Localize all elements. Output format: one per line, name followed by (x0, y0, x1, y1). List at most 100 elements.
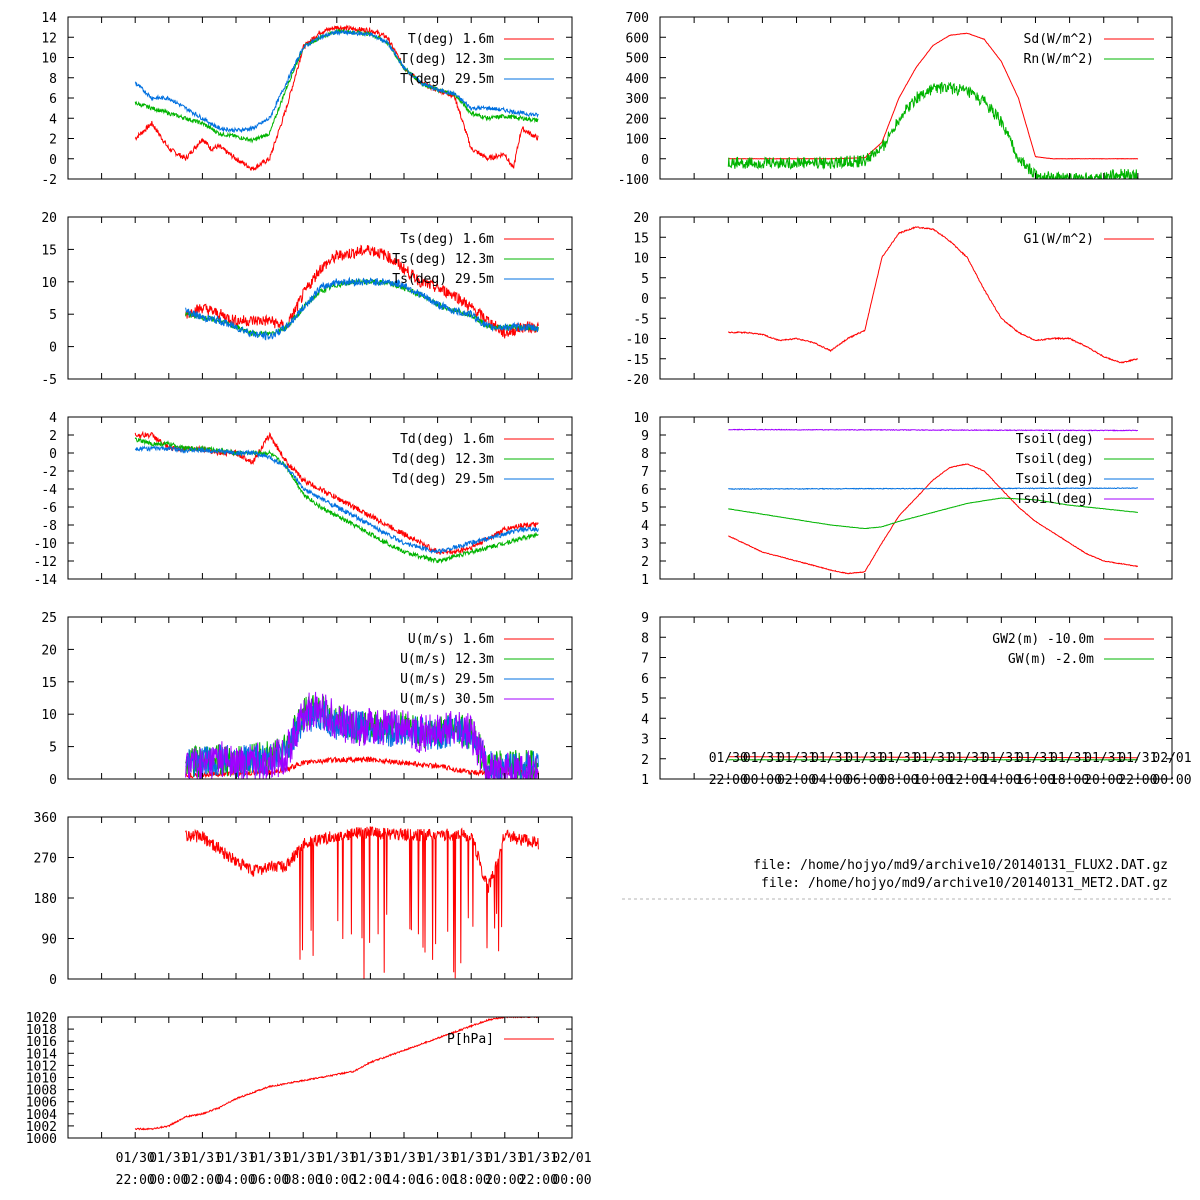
legend-label-0: U(m/s) 1.6m (408, 632, 494, 647)
y-tick-label: 360 (34, 811, 57, 826)
y-tick-label: 2 (49, 429, 57, 444)
series-line-1 (727, 81, 1139, 179)
y-tick-label: 300 (626, 92, 649, 107)
time-label-date: 01/31 (519, 1151, 558, 1166)
time-label-hour: 22:00 (1118, 773, 1157, 788)
time-label-hour: 12:00 (948, 773, 987, 788)
y-tick-label: 0 (49, 973, 57, 988)
time-label-date: 01/31 (351, 1151, 390, 1166)
chart-sd: Sd(W/m^2) Rn(W/m^2) -100 0 100 200 300 400 500 60… (618, 11, 1173, 188)
legend-label-2: T(deg) 29.5m (400, 72, 494, 87)
series-line-0 (728, 756, 1139, 759)
time-label-hour: 14:00 (982, 773, 1021, 788)
y-tick-label: -15 (626, 353, 649, 368)
y-tick-label: 20 (633, 211, 649, 226)
time-label-hour: 16:00 (418, 1173, 457, 1188)
time-label-date: 02/01 (1152, 751, 1191, 766)
time-label-hour: 02:00 (777, 773, 816, 788)
charts-layer: T(deg) 1.6mT(deg) 12.3mT(deg) 29.5m-2024… (26, 11, 1173, 1147)
time-label-date: 01/31 (743, 751, 782, 766)
legend-label-3: Tsoil(deg) (1016, 492, 1094, 507)
y-tick-label: 1012 (26, 1059, 57, 1074)
time-label-hour: 20:00 (485, 1173, 524, 1188)
time-label-hour: 00:00 (149, 1173, 188, 1188)
time-label-date: 01/31 (452, 1151, 491, 1166)
plot-frame (67, 616, 573, 780)
y-tick-label: 7 (641, 652, 649, 667)
y-tick-label: 20 (41, 211, 57, 226)
y-tick-label: 4 (49, 411, 57, 426)
y-tick-label: 1010 (26, 1072, 57, 1087)
y-tick-label: 1020 (26, 1011, 57, 1026)
series-line-0 (728, 32, 1139, 160)
time-label-hour: 02:00 (183, 1173, 222, 1188)
y-tick-label: 0 (641, 292, 649, 307)
y-tick-label: 1014 (26, 1047, 57, 1062)
y-tick-label: 1008 (26, 1084, 57, 1099)
series-line-0 (185, 826, 539, 979)
time-label-date: 01/31 (485, 1151, 524, 1166)
time-label-hour: 06:00 (250, 1173, 289, 1188)
time-label-hour: 00:00 (1152, 773, 1191, 788)
legend-label-0: T(deg) 1.6m (408, 32, 494, 47)
y-tick-label: -8 (41, 519, 57, 534)
y-tick-label: 10 (41, 52, 57, 67)
y-tick-label: 500 (626, 52, 649, 67)
y-tick-label: -5 (633, 312, 649, 327)
time-label-date: 01/31 (1050, 751, 1089, 766)
legend-label-0: G1(W/m^2) (1024, 232, 1094, 247)
legend-label-2: Tsoil(deg) (1016, 472, 1094, 487)
y-tick-label: -6 (41, 501, 57, 516)
series-line-3 (728, 428, 1138, 432)
y-tick-label: -2 (41, 465, 57, 480)
legend-label-0: Td(deg) 1.6m (400, 432, 494, 447)
time-label-hour: 14:00 (384, 1173, 423, 1188)
y-tick-label: 15 (41, 243, 57, 258)
y-tick-label: 1002 (26, 1120, 57, 1135)
series-line-3 (185, 691, 539, 779)
time-label-date: 01/31 (913, 751, 952, 766)
time-label-hour: 16:00 (1016, 773, 1055, 788)
y-tick-label: 1 (641, 773, 649, 788)
series-line-0 (728, 463, 1139, 575)
legend-label-1: Ts(deg) 12.3m (392, 252, 494, 267)
chart-g1: G1(W/m^2) -20 -15 -10 -5 0 5 10 15 20 (626, 211, 1173, 388)
series-line-0 (134, 24, 539, 171)
legend-label-0: Ts(deg) 1.6m (400, 232, 494, 247)
series-line-1 (185, 278, 539, 338)
chart-u: U(m/s) 1.6m U(m/s) 12.3m U(m/s) 29.5m U(m/s… (41, 611, 573, 788)
time-label-hour: 04:00 (811, 773, 850, 788)
y-tick-label: 5 (641, 501, 649, 516)
y-tick-label: 10 (633, 411, 649, 426)
footer: file: /home/hojyo/md9/archive10/20140131… (622, 858, 1172, 900)
y-tick-label: 700 (626, 11, 649, 26)
time-label-date: 01/30 (709, 751, 748, 766)
chart-t: T(deg) 1.6m T(deg) 12.3m T(deg) 29.5m -2 0 2 4… (41, 11, 573, 188)
time-label-hour: 20:00 (1084, 773, 1123, 788)
chart-tsoil: Tsoil(deg) Tsoil(deg) Tsoil(deg) Tsoil(deg)… (633, 411, 1173, 588)
time-label-date: 01/31 (384, 1151, 423, 1166)
time-label-date: 01/31 (216, 1151, 255, 1166)
chart-ts: Ts(deg) 1.6m Ts(deg) 12.3m Ts(deg) 29.5m -5… (41, 211, 573, 388)
y-tick-label: -10 (34, 537, 57, 552)
y-tick-label: 600 (626, 31, 649, 46)
legend-label-1: GW(m) -2.0m (1008, 652, 1094, 667)
series-line-1 (134, 28, 539, 144)
time-label-hour: 06:00 (845, 773, 884, 788)
y-tick-label: 3 (641, 537, 649, 552)
y-tick-label: 10 (41, 276, 57, 291)
legend-label-2: Td(deg) 29.5m (392, 472, 494, 487)
time-label-date: 01/31 (845, 751, 884, 766)
chart-gw: GW2(m) -10.0m GW(m) -2.0m 1 2 3 4 5 6 7 8 9 (641, 611, 1173, 788)
time-axes-layer: 01/30 22:00 01/31 00:00 01/31 02:00 01/31 04:00… (116, 751, 1192, 1188)
legend-label-1: Td(deg) 12.3m (392, 452, 494, 467)
y-tick-label: 6 (641, 483, 649, 498)
y-tick-label: 10 (633, 252, 649, 267)
y-tick-label: 1 (641, 573, 649, 588)
file-label-flux: file: /home/hojyo/md9/archive10/20140131… (753, 858, 1168, 873)
y-tick-label: 0 (49, 447, 57, 462)
time-label-date: 01/31 (183, 1151, 222, 1166)
time-label-hour: 10:00 (913, 773, 952, 788)
y-tick-label: 200 (626, 112, 649, 127)
series-line-0 (727, 226, 1139, 364)
